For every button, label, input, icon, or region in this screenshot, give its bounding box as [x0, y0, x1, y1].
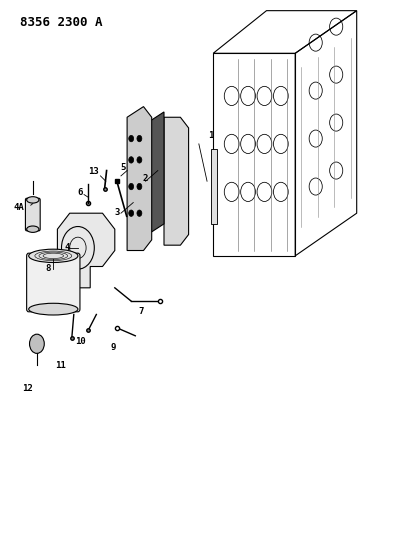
Circle shape: [128, 183, 133, 190]
Ellipse shape: [29, 303, 78, 315]
Circle shape: [137, 157, 142, 163]
Polygon shape: [147, 112, 164, 235]
Text: 5: 5: [120, 164, 126, 172]
Polygon shape: [164, 117, 188, 245]
Text: 1: 1: [208, 132, 213, 140]
FancyBboxPatch shape: [27, 253, 80, 312]
Ellipse shape: [27, 197, 39, 203]
Ellipse shape: [29, 249, 78, 263]
Text: 4A: 4A: [13, 204, 24, 212]
Text: 8: 8: [45, 264, 51, 272]
Text: 13: 13: [88, 167, 99, 176]
Text: 4: 4: [65, 244, 70, 252]
Polygon shape: [127, 107, 151, 251]
Circle shape: [137, 183, 142, 190]
FancyBboxPatch shape: [25, 198, 40, 231]
Ellipse shape: [27, 226, 39, 232]
Polygon shape: [211, 149, 217, 224]
Text: 6: 6: [77, 189, 83, 197]
Text: 12: 12: [22, 384, 33, 392]
Circle shape: [128, 210, 133, 216]
Text: 9: 9: [110, 343, 115, 352]
Text: 3: 3: [114, 208, 119, 216]
Text: 7: 7: [138, 308, 144, 316]
Circle shape: [29, 334, 44, 353]
Text: 10: 10: [75, 337, 85, 345]
Circle shape: [128, 135, 133, 142]
Polygon shape: [57, 213, 115, 288]
Text: 2: 2: [142, 174, 148, 183]
Circle shape: [137, 210, 142, 216]
Circle shape: [128, 157, 133, 163]
Text: 11: 11: [55, 361, 66, 369]
Text: 8356 2300 A: 8356 2300 A: [20, 16, 103, 29]
Circle shape: [137, 135, 142, 142]
